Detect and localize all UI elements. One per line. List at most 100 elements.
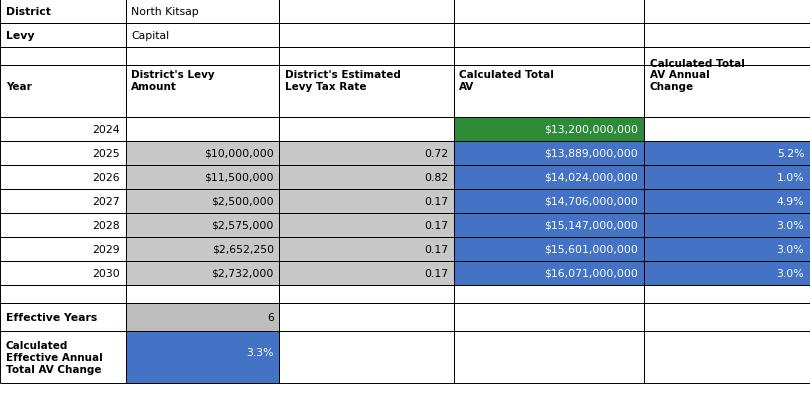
Text: 2024: 2024 [92, 125, 120, 135]
Bar [454, 24, 644, 48]
Text: $2,652,250: $2,652,250 [211, 244, 274, 254]
Text: $11,500,000: $11,500,000 [204, 172, 274, 182]
Text: 5.2%: 5.2% [777, 149, 804, 159]
Bar [0, 118, 126, 142]
Bar [279, 0, 454, 24]
Text: Effective Years: Effective Years [6, 312, 97, 322]
Bar [126, 237, 279, 261]
Text: Levy: Levy [6, 31, 34, 41]
Text: 3.3%: 3.3% [246, 347, 274, 357]
Bar [454, 303, 644, 331]
Text: Year: Year [6, 82, 32, 92]
Bar [126, 331, 279, 383]
Bar [0, 142, 126, 166]
Text: Calculated
Effective Annual
Total AV Change: Calculated Effective Annual Total AV Cha… [6, 340, 102, 374]
Text: 3.0%: 3.0% [777, 221, 804, 231]
Bar [126, 166, 279, 190]
Bar [279, 213, 454, 237]
Bar [454, 237, 644, 261]
Bar [644, 331, 810, 383]
Text: District's Estimated
Levy Tax Rate: District's Estimated Levy Tax Rate [285, 70, 401, 92]
Text: Calculated Total
AV Annual
Change: Calculated Total AV Annual Change [650, 59, 744, 92]
Bar [0, 285, 126, 303]
Text: $13,200,000,000: $13,200,000,000 [544, 125, 638, 135]
Bar [0, 48, 126, 66]
Text: $14,024,000,000: $14,024,000,000 [544, 172, 638, 182]
Bar [126, 48, 279, 66]
Bar [279, 142, 454, 166]
Bar [0, 190, 126, 213]
Text: 6: 6 [267, 312, 274, 322]
Text: $2,575,000: $2,575,000 [211, 221, 274, 231]
Bar [126, 285, 279, 303]
Bar [0, 213, 126, 237]
Text: 2025: 2025 [92, 149, 120, 159]
Bar [0, 0, 126, 24]
Bar [0, 24, 126, 48]
Bar [126, 190, 279, 213]
Bar [454, 261, 644, 285]
Text: 0.17: 0.17 [424, 268, 448, 278]
Bar [279, 303, 454, 331]
Bar [279, 285, 454, 303]
Text: 2026: 2026 [92, 172, 120, 182]
Text: 0.17: 0.17 [424, 196, 448, 207]
Text: District: District [6, 7, 50, 17]
Bar [279, 190, 454, 213]
Text: $2,732,000: $2,732,000 [211, 268, 274, 278]
Bar [0, 66, 126, 118]
Bar [454, 331, 644, 383]
Bar [644, 142, 810, 166]
Bar [0, 261, 126, 285]
Text: 3.0%: 3.0% [777, 268, 804, 278]
Bar [644, 285, 810, 303]
Text: $15,147,000,000: $15,147,000,000 [544, 221, 638, 231]
Bar [0, 331, 126, 383]
Bar [0, 237, 126, 261]
Bar [126, 303, 279, 331]
Bar [454, 142, 644, 166]
Text: 4.9%: 4.9% [777, 196, 804, 207]
Text: 0.17: 0.17 [424, 221, 448, 231]
Text: 2027: 2027 [92, 196, 120, 207]
Bar [279, 331, 454, 383]
Text: 0.72: 0.72 [424, 149, 448, 159]
Text: $13,889,000,000: $13,889,000,000 [544, 149, 638, 159]
Bar [279, 118, 454, 142]
Bar [279, 237, 454, 261]
Bar [454, 213, 644, 237]
Text: $16,071,000,000: $16,071,000,000 [544, 268, 638, 278]
Bar [126, 142, 279, 166]
Text: $15,601,000,000: $15,601,000,000 [544, 244, 638, 254]
Text: 3.0%: 3.0% [777, 244, 804, 254]
Bar [644, 166, 810, 190]
Bar [126, 213, 279, 237]
Text: $10,000,000: $10,000,000 [204, 149, 274, 159]
Bar [644, 303, 810, 331]
Bar [126, 261, 279, 285]
Bar [279, 24, 454, 48]
Bar [126, 24, 279, 48]
Text: 2030: 2030 [92, 268, 120, 278]
Text: 2028: 2028 [92, 221, 120, 231]
Text: 2029: 2029 [92, 244, 120, 254]
Bar [644, 24, 810, 48]
Bar [454, 48, 644, 66]
Bar [644, 48, 810, 66]
Text: Calculated Total
AV: Calculated Total AV [459, 70, 554, 92]
Bar [454, 166, 644, 190]
Bar [454, 118, 644, 142]
Text: 1.0%: 1.0% [777, 172, 804, 182]
Bar [454, 190, 644, 213]
Text: District's Levy
Amount: District's Levy Amount [131, 70, 215, 92]
Text: Capital: Capital [131, 31, 169, 41]
Bar [279, 261, 454, 285]
Bar [0, 166, 126, 190]
Bar [644, 213, 810, 237]
Bar [644, 0, 810, 24]
Bar [0, 303, 126, 331]
Text: North Kitsap: North Kitsap [131, 7, 199, 17]
Text: 0.82: 0.82 [424, 172, 448, 182]
Bar [279, 66, 454, 118]
Bar [454, 66, 644, 118]
